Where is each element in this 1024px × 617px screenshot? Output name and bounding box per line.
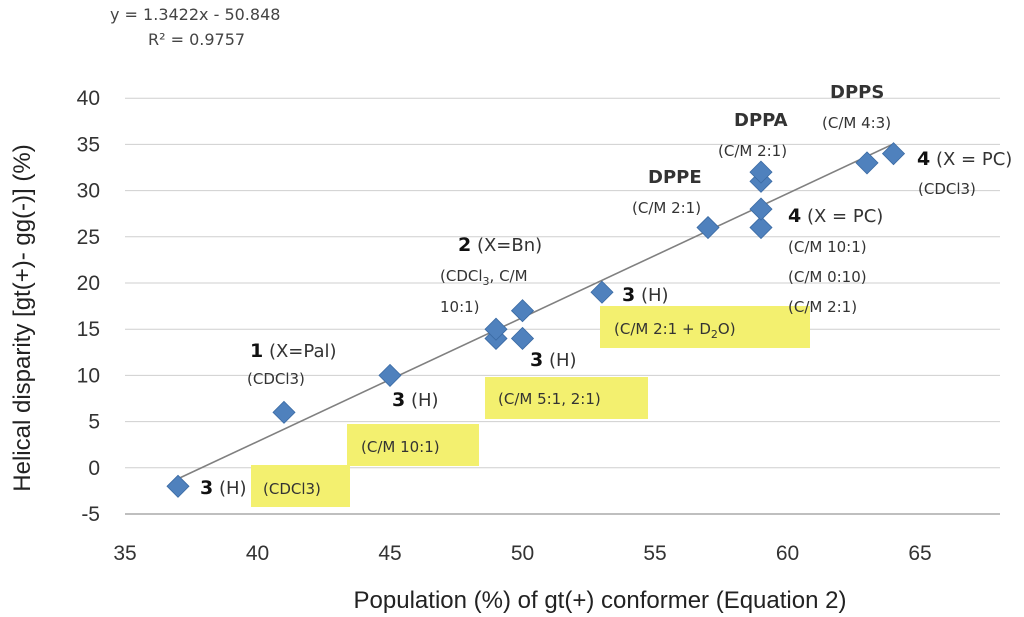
svg-text:(C/M 5:1, 2:1): (C/M 5:1, 2:1) xyxy=(498,390,601,408)
x-tick-label: 55 xyxy=(643,542,666,565)
annotation-dppe: DPPE (C/M 2:1) xyxy=(632,167,702,217)
y-tick-label: 25 xyxy=(77,226,100,249)
svg-text:3 (H): 3 (H) xyxy=(530,349,577,371)
svg-text:(C/M 2:1 + D2O): (C/M 2:1 + D2O) xyxy=(614,320,736,341)
highlight-cdcl3 xyxy=(251,465,350,507)
data-point xyxy=(378,363,402,387)
y-axis-ticks: -5 0 5 10 15 20 25 30 35 40 xyxy=(77,87,100,526)
data-point xyxy=(696,215,720,240)
data-point xyxy=(855,151,879,175)
annotation-3-h-cdcl3: 3 (H) (CDCl3) xyxy=(200,477,321,499)
svg-text:(C/M 4:3): (C/M 4:3) xyxy=(822,114,891,132)
svg-text:(CDCl3): (CDCl3) xyxy=(247,370,305,388)
svg-text:(C/M 10:1): (C/M 10:1) xyxy=(361,438,440,456)
svg-text:(CDCl3, C/M: (CDCl3, C/M xyxy=(440,267,528,288)
data-point xyxy=(272,400,296,424)
svg-text:DPPA: DPPA xyxy=(734,110,788,131)
x-tick-label: 65 xyxy=(908,542,931,565)
data-point xyxy=(749,197,773,221)
y-tick-label: 5 xyxy=(88,411,100,434)
data-point xyxy=(510,326,535,351)
trendline-equation: y = 1.3422x - 50.848 xyxy=(110,5,280,24)
y-tick-label: 20 xyxy=(77,272,100,295)
annotation-3-h-cm-10-1: 3 (H) (C/M 10:1) xyxy=(361,389,440,456)
y-tick-label: 40 xyxy=(77,87,100,110)
x-tick-label: 45 xyxy=(378,542,401,565)
x-tick-label: 50 xyxy=(511,542,534,565)
trendline-r-squared: R² = 0.9757 xyxy=(148,30,245,49)
y-tick-label: 30 xyxy=(77,180,100,203)
svg-text:2 (X=Bn): 2 (X=Bn) xyxy=(458,234,542,256)
annotation-4-pc-solvents: 4 (X = PC) (C/M 10:1) (C/M 0:10) (C/M 2:… xyxy=(788,205,883,316)
highlight-cm-5-1-2-1 xyxy=(485,377,648,419)
data-point xyxy=(749,160,773,184)
svg-text:4 (X = PC): 4 (X = PC) xyxy=(917,148,1012,170)
svg-text:(CDCl3): (CDCl3) xyxy=(263,480,321,498)
data-point xyxy=(749,215,773,240)
svg-text:(C/M 2:1): (C/M 2:1) xyxy=(718,142,787,160)
svg-text:4 (X = PC): 4 (X = PC) xyxy=(788,205,883,227)
y-axis-title: Helical disparity [gt(+)- gg(-)] (%) xyxy=(9,144,36,491)
annotation-compound-1: 1 (X=Pal) (CDCl3) xyxy=(247,340,337,388)
trendline xyxy=(177,143,894,480)
svg-text:3 (H): 3 (H) xyxy=(200,477,247,499)
annotation-dppa: DPPA (C/M 2:1) xyxy=(718,110,788,160)
y-tick-label: 0 xyxy=(88,457,100,480)
svg-text:3 (H): 3 (H) xyxy=(622,284,669,306)
svg-text:DPPS: DPPS xyxy=(830,82,884,103)
data-point xyxy=(510,299,535,323)
svg-text:3 (H): 3 (H) xyxy=(392,389,439,411)
x-axis-ticks: 35 40 45 50 55 60 65 xyxy=(113,542,931,565)
data-point xyxy=(484,317,508,341)
highlight-cm-10-1 xyxy=(347,424,479,466)
data-point xyxy=(881,142,906,166)
svg-text:10:1): 10:1) xyxy=(440,298,480,316)
annotation-dpps: DPPS (C/M 4:3) xyxy=(822,82,891,132)
annotation-3-h-cm-5-1: 3 (H) (C/M 5:1, 2:1) xyxy=(498,349,601,408)
y-tick-label: 10 xyxy=(77,364,100,387)
svg-text:DPPE: DPPE xyxy=(648,167,702,188)
x-axis-title: Population (%) of gt(+) conformer (Equat… xyxy=(354,587,847,614)
svg-text:(C/M 2:1): (C/M 2:1) xyxy=(788,298,857,316)
y-tick-label: 15 xyxy=(77,318,100,341)
x-tick-label: 35 xyxy=(113,542,136,565)
annotation-4-pc-cdcl3: 4 (X = PC) (CDCl3) xyxy=(917,148,1012,198)
data-point xyxy=(166,474,190,498)
annotation-compound-2: 2 (X=Bn) (CDCl3, C/M 10:1) xyxy=(440,234,542,316)
x-tick-label: 60 xyxy=(776,542,799,565)
data-points xyxy=(166,142,906,498)
x-tick-label: 40 xyxy=(246,542,269,565)
svg-text:(C/M 10:1): (C/M 10:1) xyxy=(788,238,867,256)
svg-text:(CDCl3): (CDCl3) xyxy=(918,180,976,198)
svg-text:(C/M 2:1): (C/M 2:1) xyxy=(632,199,701,217)
highlight-cm-2-1-d2o xyxy=(600,306,810,348)
annotation-3-h-d2o: 3 (H) (C/M 2:1 + D2O) xyxy=(614,284,736,341)
svg-text:1 (X=Pal): 1 (X=Pal) xyxy=(250,340,337,362)
data-point xyxy=(590,280,614,304)
y-tick-label: -5 xyxy=(81,503,100,526)
y-tick-label: 35 xyxy=(77,133,100,156)
svg-text:(C/M 0:10): (C/M 0:10) xyxy=(788,268,867,286)
